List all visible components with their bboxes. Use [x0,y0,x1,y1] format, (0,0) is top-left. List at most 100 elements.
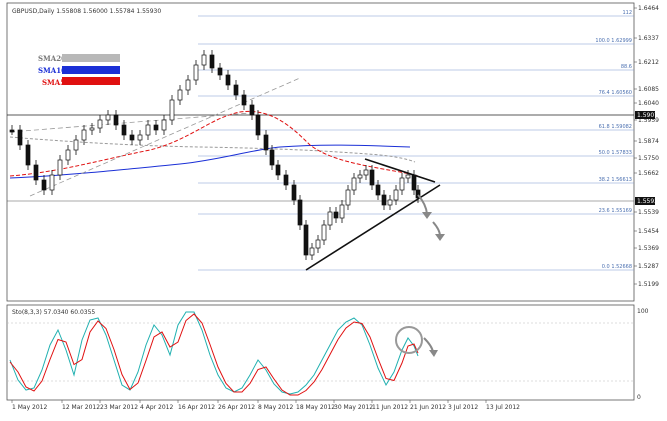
candle-body[interactable] [49,174,55,191]
candle-body[interactable] [321,224,327,241]
candle-body[interactable] [121,124,127,136]
price-tick-label: 1.6337 [638,35,659,42]
candle-body[interactable] [269,149,275,166]
trendline-long[interactable] [29,77,301,197]
candle-body[interactable] [57,159,63,176]
stochastic-main-line[interactable] [9,311,419,395]
candle-body[interactable] [185,79,191,91]
fib-level-label: 38.2 1.56613 [599,177,632,183]
time-tick-label: 23 Mar 2012 [100,404,138,411]
candle-body[interactable] [381,194,387,206]
legend-sma50-swatch [62,77,120,85]
price-tick-label: 1.5750 [638,155,659,162]
candle-body[interactable] [249,104,255,116]
candle-body[interactable] [333,211,339,219]
candle-body[interactable] [177,89,183,101]
candle-body[interactable] [161,119,167,131]
stochastic-signal-line[interactable] [9,313,419,396]
candle-body[interactable] [241,94,247,106]
candle-body[interactable] [399,177,405,191]
candle-body[interactable] [33,164,39,181]
candle-body[interactable] [201,54,207,66]
candle-body[interactable] [209,54,215,69]
candle-body[interactable] [411,174,417,191]
candle-body[interactable] [363,169,369,176]
candle-body[interactable] [327,211,333,226]
candle-body[interactable] [345,189,351,206]
candle-body[interactable] [9,129,15,133]
time-tick-label: 8 May 2012 [258,404,293,411]
candle-body[interactable] [25,144,31,166]
line-price-tag [635,111,655,119]
candle-body[interactable] [283,174,289,186]
candle-body[interactable] [113,114,119,126]
sma50-line[interactable] [9,110,419,177]
candle-body[interactable] [387,199,393,206]
ma-legend: SMA200 SMA100 SMA50 [38,54,120,87]
price-tick-label: 1.5874 [638,138,659,145]
candle-body[interactable] [137,134,143,141]
price-tick-label: 1.5662 [638,170,659,177]
candle-body[interactable] [309,247,315,256]
time-tick-label: 13 Jul 2012 [486,404,520,411]
candle-body[interactable] [129,134,135,141]
candle-body[interactable] [97,119,103,129]
candle-body[interactable] [225,74,231,86]
candle-body[interactable] [65,149,71,161]
candle-body[interactable] [81,129,87,141]
candle-body[interactable] [357,174,363,179]
osc-tick-100: 100 [637,308,649,315]
candle-body[interactable] [351,177,357,191]
legend-sma50-label: SMA50 [42,78,70,87]
time-axis: 1 May 2012 12 Mar 2012 23 Mar 2012 4 Apr 20… [11,400,520,411]
fib-level-label: 23.6 1.55169 [599,208,632,214]
osc-tick-0: 0 [637,394,641,401]
legend-sma100-swatch [62,66,120,74]
price-tick-label: 1.6040 [638,100,659,107]
time-tick-label: 4 Apr 2012 [140,404,173,411]
candle-body[interactable] [169,99,175,121]
time-tick-label: 16 Apr 2012 [178,404,215,411]
arrow-head-1-icon [422,212,432,219]
time-tick-label: 12 Mar 2012 [62,404,100,411]
candle-body[interactable] [233,84,239,96]
candle-body[interactable] [105,114,111,121]
time-tick-label: 26 Apr 2012 [218,404,255,411]
time-tick-label: 11 Jun 2012 [372,404,408,411]
sma100-line[interactable] [9,144,411,179]
candle-body[interactable] [303,224,309,256]
fib-level-label: 0.0 1.52668 [602,264,632,270]
legend-sma100-label: SMA100 [38,66,71,75]
trendline-short[interactable] [9,112,251,133]
candle-body[interactable] [393,189,399,201]
candle-body[interactable] [405,174,411,179]
candle-body[interactable] [275,164,281,176]
triangle-resistance-line[interactable] [364,158,436,183]
candle-body[interactable] [145,124,151,136]
candle-body[interactable] [153,124,159,131]
candle-body[interactable] [193,64,199,81]
candlestick-series[interactable] [9,50,421,260]
candle-body[interactable] [89,127,95,131]
sma200-line[interactable] [9,136,416,163]
candle-body[interactable] [369,169,375,186]
candle-body[interactable] [17,129,23,146]
candle-body[interactable] [217,67,223,76]
current-price-tag [635,197,655,205]
time-tick-label: 30 May 2012 [334,404,373,411]
candle-body[interactable] [255,114,261,136]
candle-body[interactable] [291,184,297,201]
candle-body[interactable] [41,179,47,191]
candle-body[interactable] [315,239,321,249]
triangle-support-line[interactable] [305,184,441,271]
candle-body[interactable] [339,204,345,219]
candle-body[interactable] [415,189,421,199]
legend-sma200-swatch [62,54,120,62]
candle-body[interactable] [297,199,303,226]
candle-body[interactable] [263,134,269,151]
candle-body[interactable] [73,139,79,151]
candle-body[interactable] [375,184,381,196]
time-tick-label: 1 May 2012 [12,404,47,411]
